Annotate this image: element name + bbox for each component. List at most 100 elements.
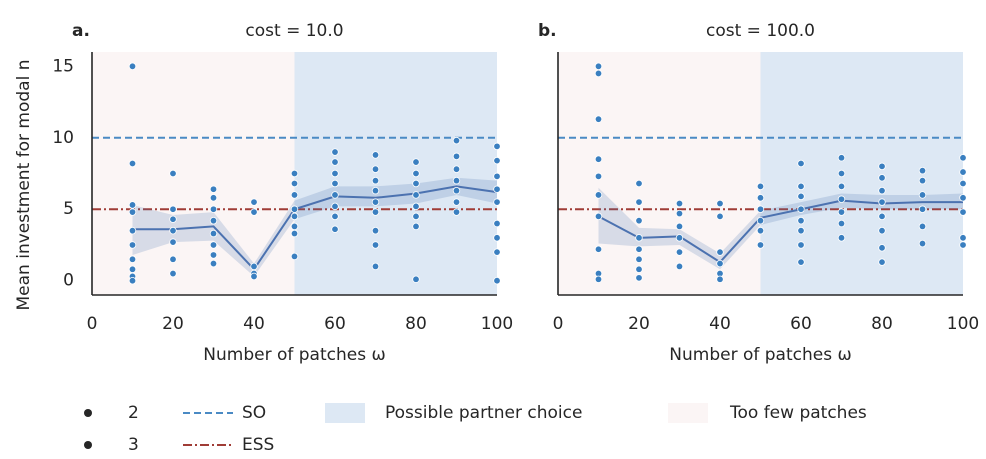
x-tick-label: 80	[871, 314, 893, 334]
point	[493, 277, 501, 285]
point	[128, 201, 137, 209]
point	[371, 151, 380, 159]
point	[837, 154, 846, 162]
point	[878, 258, 886, 266]
x-tick-label: 40	[243, 314, 265, 334]
y-axis-label: Mean investment for modal n	[14, 60, 34, 311]
mean-line	[598, 199, 963, 264]
point	[594, 172, 603, 181]
point	[493, 156, 501, 165]
point	[716, 212, 724, 221]
point	[675, 248, 684, 256]
legend-label: ESS	[242, 435, 274, 455]
x-tick-label: 20	[162, 314, 184, 334]
x-tick-label: 0	[87, 314, 98, 334]
point	[594, 69, 603, 78]
point	[756, 241, 765, 249]
point	[878, 212, 886, 221]
legend-label: Too few patches	[729, 403, 867, 423]
point	[878, 174, 886, 182]
legend-patch	[668, 403, 708, 423]
point	[169, 215, 177, 223]
point	[716, 199, 724, 208]
point	[169, 255, 177, 263]
y-tick-label: 10	[52, 128, 74, 148]
point	[837, 208, 846, 216]
x-tick-label: 80	[405, 314, 427, 334]
point	[716, 275, 724, 283]
point	[756, 182, 765, 191]
point	[209, 205, 218, 213]
point	[169, 269, 177, 278]
point	[452, 208, 461, 216]
confidence-band	[132, 177, 497, 277]
point	[635, 245, 643, 253]
point	[169, 238, 177, 246]
panel-title: cost = 100.0	[706, 21, 815, 41]
point	[493, 198, 501, 206]
point	[675, 262, 684, 271]
point	[716, 259, 724, 268]
point	[918, 176, 927, 185]
point	[918, 166, 927, 175]
point	[290, 179, 299, 188]
point	[959, 194, 967, 202]
x-tick-label: 60	[790, 314, 812, 334]
point	[371, 262, 380, 271]
y-tick-label: 15	[52, 56, 74, 76]
point	[594, 245, 603, 253]
point	[675, 209, 684, 218]
point	[128, 62, 137, 70]
point	[635, 216, 643, 225]
point	[412, 275, 420, 283]
x-tick-label: 40	[709, 314, 731, 334]
point	[452, 198, 461, 206]
point	[452, 152, 461, 161]
point	[331, 169, 339, 178]
point	[128, 255, 137, 263]
panel-label: a.	[72, 21, 90, 41]
point	[128, 159, 137, 168]
point	[128, 277, 137, 285]
panel-label: b.	[538, 21, 557, 41]
point	[959, 179, 967, 188]
x-tick-label: 20	[628, 314, 650, 334]
point	[878, 162, 886, 171]
point	[290, 222, 299, 231]
point	[371, 198, 380, 206]
region	[760, 52, 963, 295]
point	[594, 191, 603, 199]
point	[169, 205, 177, 213]
point	[756, 226, 765, 235]
x-tick-label: 100	[481, 314, 513, 334]
point	[918, 205, 927, 213]
point	[493, 142, 501, 151]
point	[878, 186, 886, 195]
point	[594, 155, 603, 163]
point	[290, 205, 299, 213]
point	[837, 182, 846, 191]
point	[635, 274, 643, 282]
point	[756, 216, 765, 225]
legend-label: 2	[128, 403, 139, 423]
point	[128, 241, 137, 249]
point	[837, 219, 846, 228]
point	[169, 169, 177, 178]
point	[209, 194, 218, 202]
point	[878, 198, 886, 206]
point	[371, 226, 380, 235]
point	[412, 191, 420, 199]
point	[371, 208, 380, 216]
point	[756, 194, 765, 202]
point	[412, 169, 420, 178]
point	[290, 212, 299, 221]
x-tick-label: 100	[947, 314, 979, 334]
point	[331, 225, 339, 233]
legend-label: 3	[128, 435, 139, 455]
point	[716, 248, 724, 256]
point	[331, 202, 339, 211]
point	[675, 234, 684, 242]
confidence-band	[598, 187, 963, 270]
point	[209, 216, 218, 225]
